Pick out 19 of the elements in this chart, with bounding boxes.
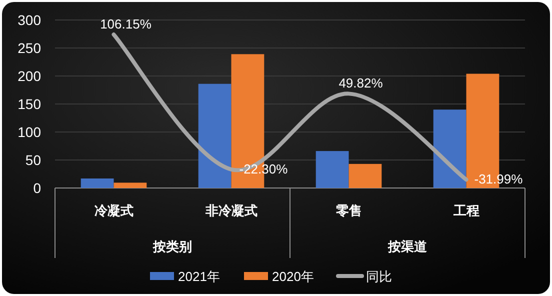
legend-label: 2020年 [272,269,314,284]
y-tick-label: 150 [18,96,42,112]
y-tick-label: 0 [33,180,42,196]
legend-label: 2021年 [178,269,220,284]
y-tick-label: 200 [18,68,42,84]
data-label: 106.15% [100,16,152,32]
text: 按类别 [152,239,192,254]
x-tick-label: 工程 [452,203,480,218]
y-tick-label: 100 [18,124,42,140]
data-label: -22.30% [239,161,288,176]
data-label: 49.82% [338,76,384,91]
legend-label: 同比 [366,269,392,284]
x-tick-label: 非冷凝式 [204,203,258,218]
y-tick-label: 300 [18,12,42,28]
x-tick-label: 零售 [334,203,362,218]
text: 按渠道 [387,239,428,254]
y-tick-label: 250 [18,40,42,56]
y-tick-label: 50 [25,152,42,168]
x-tick-label: 冷凝式 [94,203,134,218]
